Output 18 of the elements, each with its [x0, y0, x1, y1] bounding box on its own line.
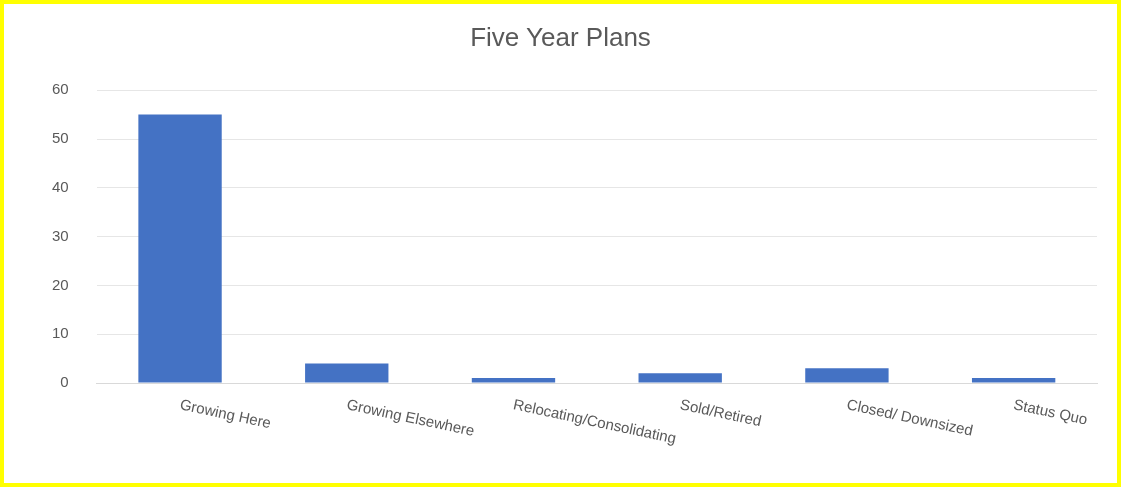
x-tick-label: Growing Here	[178, 395, 273, 432]
bar	[971, 378, 1056, 383]
bar	[305, 363, 389, 383]
y-tick-label: 10	[52, 324, 69, 342]
bar	[638, 373, 722, 383]
chart-title: Five Year Plans	[470, 21, 651, 52]
x-tick-label: Status Quo	[1012, 395, 1090, 428]
bar	[138, 114, 222, 383]
x-tick-label: Growing Elsewhere	[345, 395, 477, 440]
x-tick-label: Closed/ Downsized	[845, 395, 975, 439]
y-tick-label: 60	[52, 80, 69, 98]
y-tick-label: 40	[52, 177, 69, 195]
bar	[805, 368, 889, 383]
bar	[471, 378, 556, 383]
y-tick-label: 20	[52, 275, 69, 293]
y-tick-label: 30	[52, 226, 69, 244]
y-tick-label: 0	[60, 373, 69, 391]
y-tick-label: 50	[52, 129, 69, 147]
